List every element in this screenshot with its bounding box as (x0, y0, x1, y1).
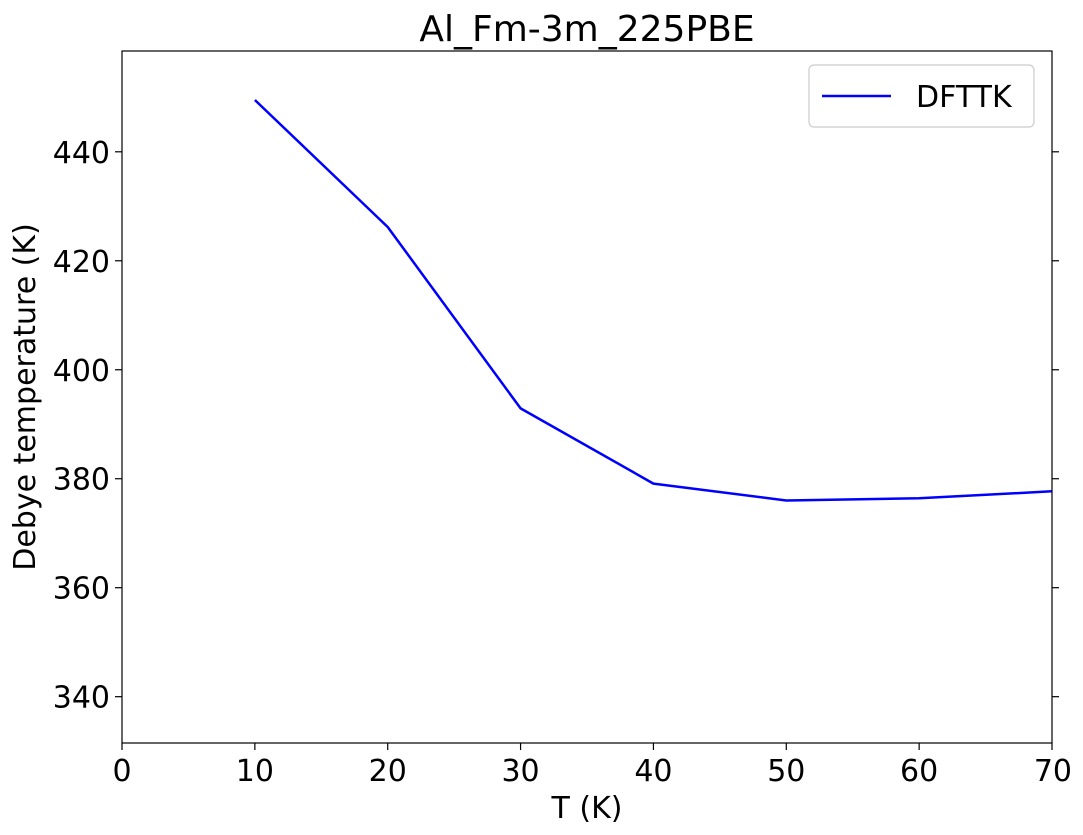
legend-label-dfttk: DFTTK (916, 80, 1013, 115)
y-tick-label: 360 (53, 572, 110, 607)
x-tick-label: 30 (501, 754, 539, 789)
y-axis-ticks: 340 360 380 400 420 440 (53, 136, 1059, 716)
x-tick-label: 20 (369, 754, 407, 789)
x-tick-label: 70 (1034, 754, 1072, 789)
y-tick-label: 400 (53, 354, 110, 389)
x-axis-ticks: 0 10 20 30 40 50 60 70 (112, 743, 1072, 789)
y-tick-label: 380 (53, 463, 110, 498)
legend: DFTTK (808, 64, 1035, 128)
plot-frame (121, 50, 1053, 744)
chart-title: Al_Fm-3m_225PBE (419, 9, 754, 50)
y-axis-label: Debye temperature (K) (8, 223, 43, 571)
y-tick-label: 420 (53, 245, 110, 280)
legend-box (808, 64, 1035, 128)
x-axis-label: T (K) (551, 791, 623, 826)
plot-area (122, 51, 1052, 743)
x-tick-label: 50 (767, 754, 805, 789)
y-tick-label: 340 (53, 681, 110, 716)
x-tick-label: 0 (112, 754, 131, 789)
x-tick-label: 40 (634, 754, 672, 789)
y-tick-label: 440 (53, 136, 110, 171)
series-line-dfttk (254, 99, 1053, 502)
x-tick-label: 60 (900, 754, 938, 789)
x-tick-label: 10 (236, 754, 274, 789)
